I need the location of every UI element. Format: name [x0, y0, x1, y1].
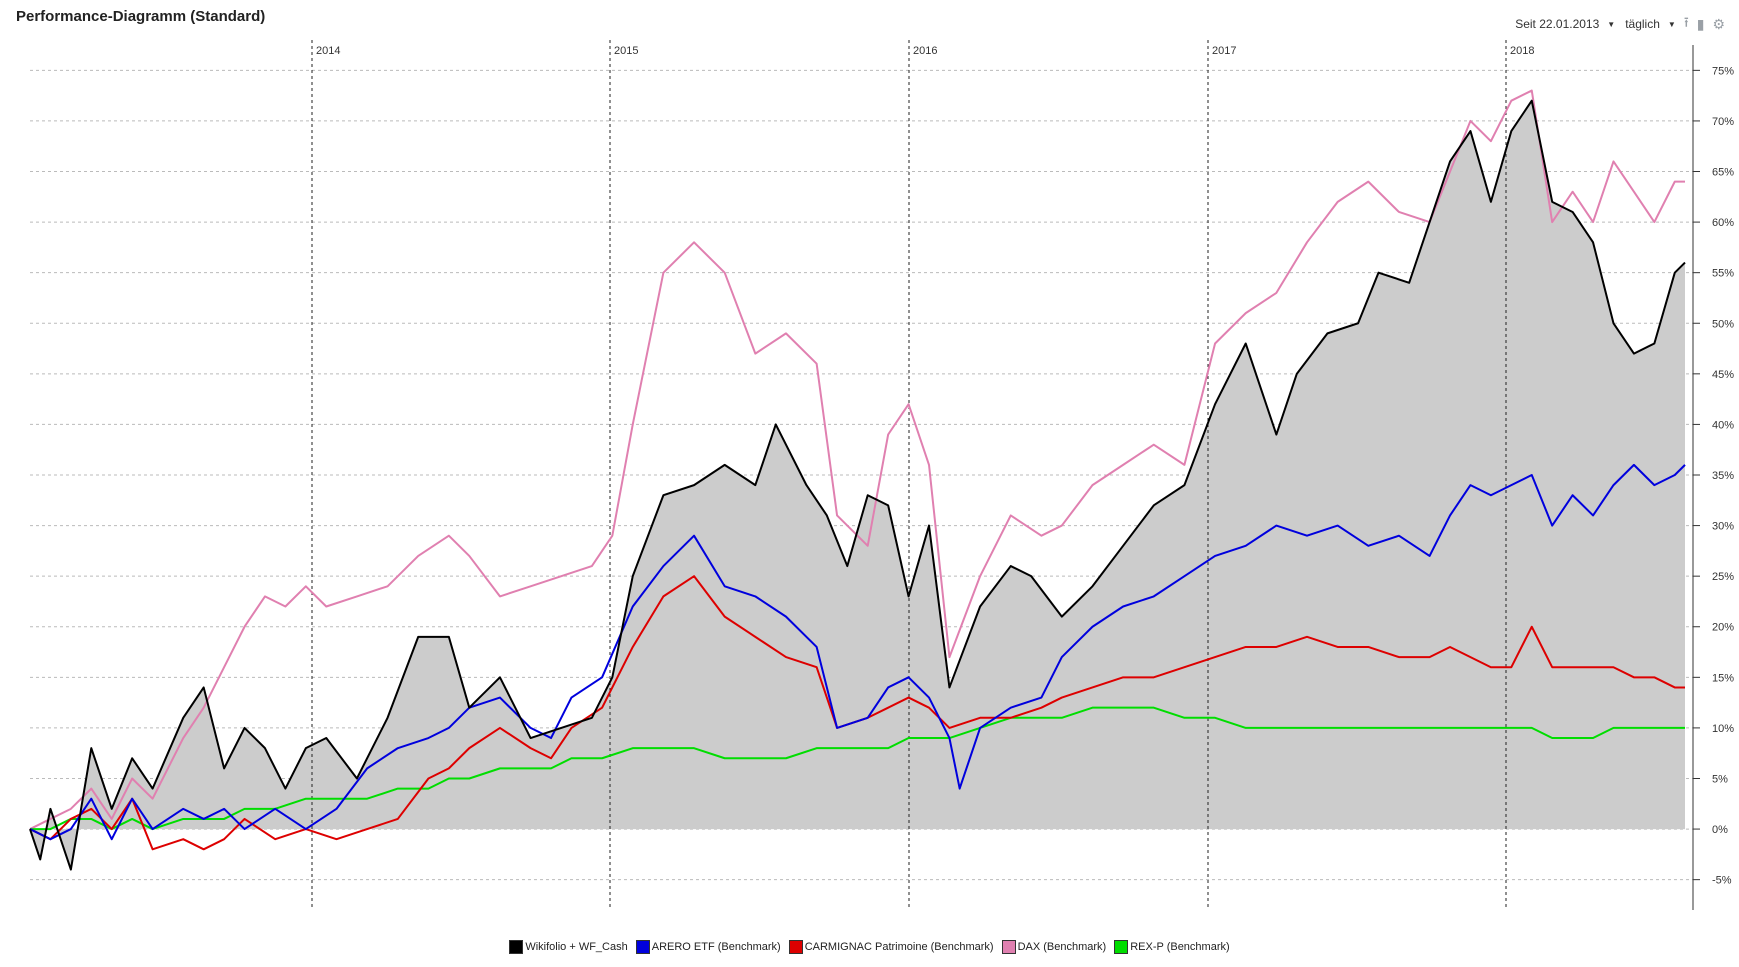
chevron-down-icon: ▼ — [1667, 19, 1676, 29]
performance-chart: 75% 70% 65% 60% 55% 50% 45% 40% 35% 30% 25% 20% 15% 1… — [29, 40, 1734, 910]
gear-icon[interactable]: ⚙ — [1712, 15, 1725, 32]
legend-label: ARERO ETF (Benchmark) — [651, 941, 781, 953]
legend-item[interactable]: ARERO ETF (Benchmark) — [635, 940, 781, 954]
since-date-label: Seit 22.01.2013 — [1515, 17, 1600, 31]
legend-swatch — [788, 940, 803, 954]
interval-dropdown[interactable]: täglich ▼ — [1625, 17, 1676, 31]
series-line — [29, 99, 1686, 871]
chart-controls: Seit 22.01.2013 ▼ täglich ▼ ⭱ ▮ ⚙ — [1505, 12, 1725, 36]
legend-label: DAX (Benchmark) — [1017, 941, 1107, 953]
legend-item[interactable]: REX-P (Benchmark) — [1114, 940, 1230, 954]
y-tick-label: 5% — [1712, 773, 1728, 785]
legend-swatch — [509, 940, 524, 954]
y-tick-label: 30% — [1712, 521, 1734, 533]
y-tick-label: 45% — [1712, 369, 1734, 381]
y-tick-label: -5% — [1712, 875, 1732, 887]
since-date-dropdown[interactable]: Seit 22.01.2013 ▼ — [1515, 17, 1615, 31]
y-tick-label: 20% — [1712, 622, 1734, 634]
area-fill — [30, 100, 1685, 870]
legend-item[interactable]: CARMIGNAC Patrimoine (Benchmark) — [788, 940, 994, 954]
x-tick-label: 2018 — [1510, 45, 1534, 57]
y-tick-label: 0% — [1712, 824, 1728, 836]
chevron-down-icon: ▼ — [1607, 19, 1616, 29]
legend-item[interactable]: DAX (Benchmark) — [1001, 940, 1107, 954]
y-tick-label: 60% — [1712, 217, 1734, 229]
y-tick-label: 65% — [1712, 167, 1734, 179]
interval-label: täglich — [1625, 17, 1660, 31]
bookmark-icon[interactable]: ▮ — [1696, 15, 1705, 32]
x-tick-label: 2014 — [316, 45, 340, 57]
x-tick-label: 2017 — [1212, 45, 1236, 57]
series-line — [29, 575, 1685, 851]
y-tick-label: 35% — [1712, 470, 1734, 482]
legend-swatch — [1114, 940, 1129, 954]
legend-label: CARMIGNAC Patrimoine (Benchmark) — [804, 941, 994, 953]
y-tick-label: 40% — [1712, 419, 1734, 431]
series-line — [30, 706, 1685, 831]
y-tick-label: 70% — [1712, 116, 1734, 128]
y-tick-label: 10% — [1712, 723, 1734, 735]
series-line — [29, 89, 1685, 830]
y-tick-label: 55% — [1712, 268, 1734, 280]
legend-swatch — [635, 940, 650, 954]
legend-item[interactable]: Wikifolio + WF_Cash — [509, 940, 628, 954]
legend-swatch — [1001, 940, 1016, 954]
legend-label: Wikifolio + WF_Cash — [525, 941, 628, 953]
page-title: Performance-Diagramm (Standard) — [16, 8, 266, 25]
y-tick-label: 15% — [1712, 672, 1734, 684]
legend-label: REX-P (Benchmark) — [1130, 941, 1230, 953]
y-tick-label: 25% — [1712, 571, 1734, 583]
y-tick-label: 75% — [1712, 65, 1734, 77]
upload-icon[interactable]: ⭱ — [1683, 14, 1689, 30]
x-tick-label: 2015 — [614, 45, 638, 57]
chart-legend: Wikifolio + WF_Cash ARERO ETF (Benchmark)… — [0, 940, 1739, 954]
series-line — [29, 463, 1686, 841]
y-tick-label: 50% — [1712, 318, 1734, 330]
x-tick-label: 2016 — [913, 45, 937, 57]
